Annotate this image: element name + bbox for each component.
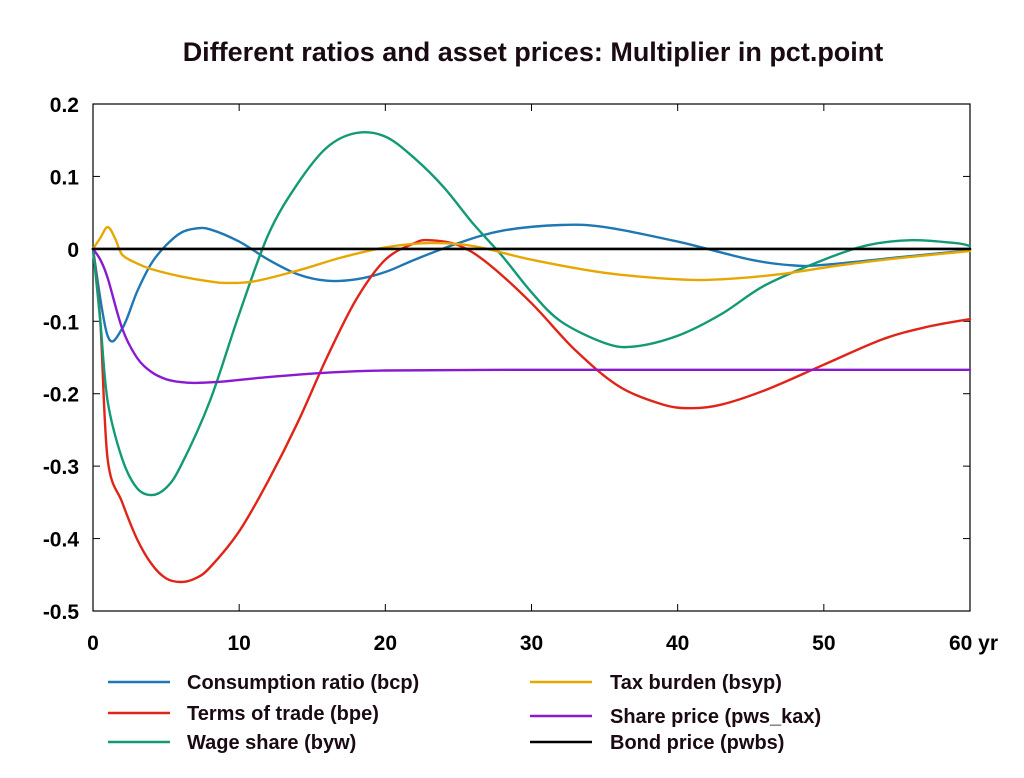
chart-title: Different ratios and asset prices: Multi… [183,37,884,67]
legend: Consumption ratio (bcp) Terms of trade (b… [108,672,821,754]
x-tick-label: 40 [666,632,689,655]
x-tick-label: 50 [812,632,835,655]
series-line-consumption-ratio [91,223,972,343]
legend-label-consumption-ratio: Consumption ratio (bcp) [187,672,419,694]
x-tick-label: 0 [87,632,99,655]
x-tick-label: 20 [374,632,397,655]
legend-label-terms-of-trade: Terms of trade (bpe) [187,703,379,725]
x-axis: 0 10 20 30 40 50 60 yr [87,104,998,655]
legend-label-bond-price: Bond price (pwbs) [610,732,784,754]
legend-label-share-price: Share price (pws_kax) [610,706,821,728]
y-tick-label: 0 [67,239,79,262]
legend-label-tax-burden: Tax burden (bsyp) [610,672,782,694]
series-line-tax-burden [91,225,972,285]
series-line-wage-share [91,131,972,497]
y-tick-label: -0.2 [43,384,79,407]
series-line-terms-of-trade [91,238,972,584]
y-tick-label: -0.5 [43,601,80,624]
x-tick-label: 10 [227,632,250,655]
y-tick-label: -0.1 [43,311,80,334]
series-lines [91,131,972,584]
series-line-share-price [91,247,972,385]
y-axis: 0.2 0.1 0 -0.1 -0.2 -0.3 -0.4 -0.5 [43,94,970,624]
y-tick-label: 0.1 [50,166,80,189]
x-tick-label: 30 [520,632,543,655]
y-tick-label: -0.3 [43,456,79,479]
y-tick-label: 0.2 [50,94,79,117]
legend-label-wage-share: Wage share (byw) [187,732,356,754]
y-tick-label: -0.4 [43,529,80,552]
x-tick-label: 60 yr [949,632,998,655]
